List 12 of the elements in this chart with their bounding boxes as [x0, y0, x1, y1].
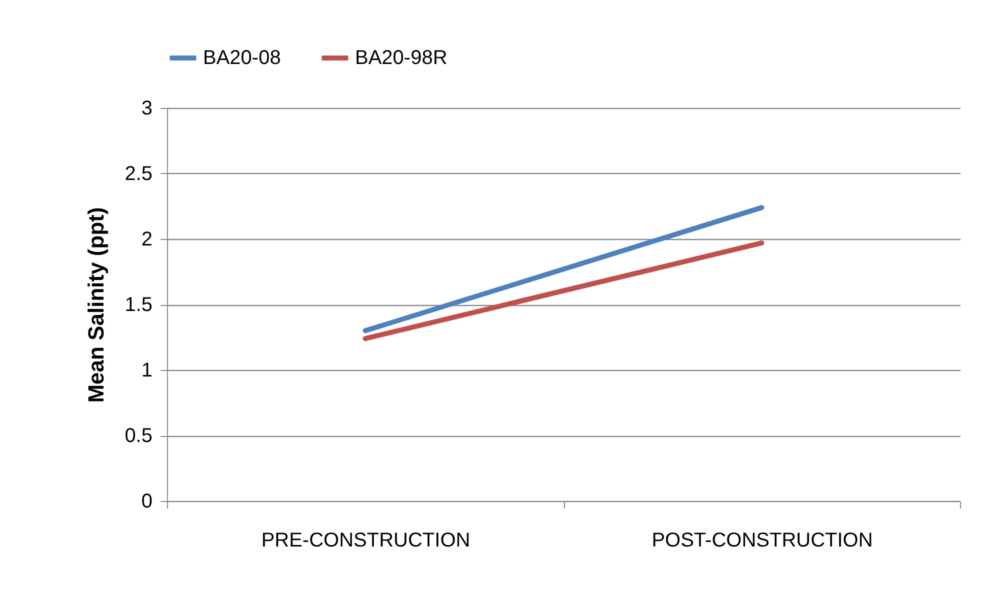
- y-tick-label: 0.5: [124, 425, 152, 447]
- x-tick-label: PRE-CONSTRUCTION: [261, 530, 470, 552]
- y-tick-label: 1.5: [124, 294, 152, 316]
- x-tick-label: POST-CONSTRUCTION: [652, 530, 873, 552]
- y-axis-title: Mean Salinity (ppt): [84, 207, 109, 403]
- y-tick-label: 3: [141, 98, 152, 120]
- y-tick-label: 2: [141, 228, 152, 250]
- legend-label: BA20-98R: [355, 47, 448, 69]
- legend-label: BA20-08: [203, 47, 281, 69]
- y-tick-label: 2.5: [124, 163, 152, 185]
- y-tick-label: 0: [141, 490, 152, 512]
- y-tick-label: 1: [141, 360, 152, 382]
